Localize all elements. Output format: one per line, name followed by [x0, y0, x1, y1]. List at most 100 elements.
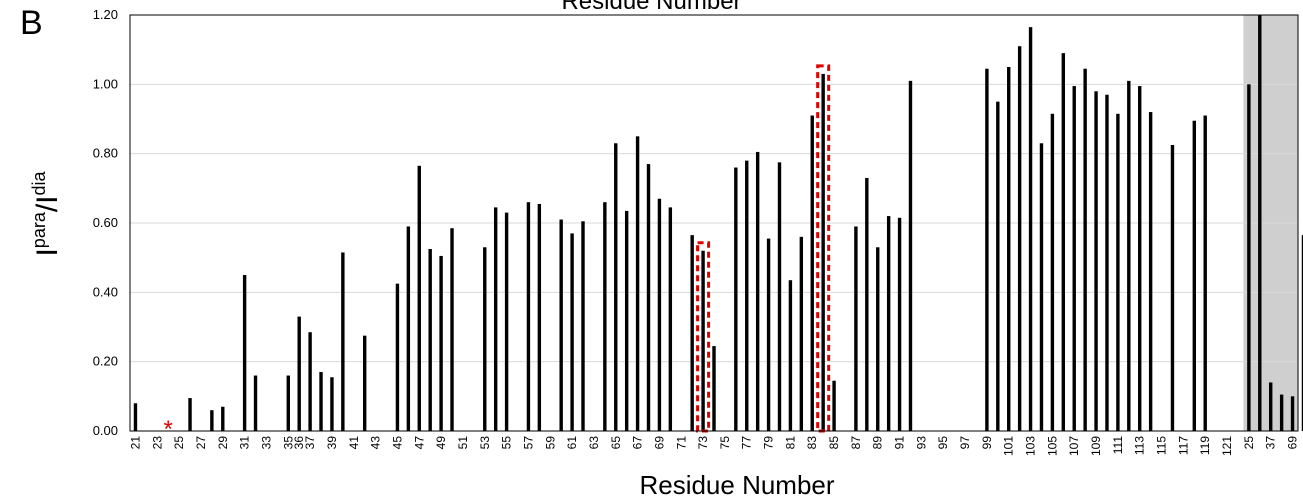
x-tick-label: 33	[259, 436, 273, 450]
x-tick-label: 75	[718, 436, 732, 450]
x-tick-label: 43	[369, 436, 383, 450]
asterisk-annotation: *	[164, 416, 173, 443]
x-tick-label: 73	[696, 436, 710, 450]
x-tick-label: 69	[652, 436, 666, 450]
bar-25	[1247, 84, 1251, 431]
bar-68	[1279, 394, 1284, 431]
y-tick-labels: 0.00 0.20 0.40 0.60 0.80 1.00 1.20	[93, 7, 118, 438]
x-tick-label: 25	[1242, 436, 1256, 450]
x-tick-label: 51	[456, 436, 470, 450]
bar-28	[210, 410, 214, 431]
y-label-sup2: dia	[29, 170, 49, 195]
bar-48	[428, 249, 432, 431]
bar-37	[308, 332, 312, 431]
x-tick-label: 45	[390, 436, 404, 450]
bar-31	[242, 275, 247, 431]
bar-87	[854, 226, 858, 431]
bar-109	[1094, 91, 1098, 432]
bar-106	[1061, 53, 1066, 432]
bar-107	[1072, 86, 1076, 432]
bar-84	[821, 73, 825, 431]
bar-111	[1116, 113, 1120, 432]
y-tick-label: 0.80	[93, 146, 118, 161]
x-tick-label: 41	[347, 436, 361, 450]
bar-66	[624, 210, 629, 431]
bar-35	[286, 375, 290, 431]
x-tick-label: 85	[827, 436, 841, 450]
bar-88	[865, 177, 869, 431]
bar-40	[341, 252, 345, 431]
x-tick-label: 95	[936, 436, 950, 450]
y-tick-label: 1.20	[93, 7, 118, 22]
bar-60	[559, 219, 563, 431]
bar-50	[450, 228, 454, 431]
bar-29	[221, 406, 225, 431]
bar-81	[788, 280, 793, 431]
x-tick-label: 117	[1176, 436, 1190, 455]
x-tick-label: 67	[631, 436, 645, 450]
bar-103	[1028, 27, 1033, 432]
highlight-layer	[696, 64, 831, 433]
x-tick-label: 103	[1024, 436, 1038, 456]
bar-80	[777, 162, 782, 432]
bar-116	[1170, 145, 1175, 431]
y-label-sup1: para	[29, 211, 49, 248]
x-tick-label: 65	[609, 436, 623, 450]
x-tick-label: 111	[1111, 436, 1125, 455]
bar-85	[832, 380, 836, 431]
bar-90	[886, 216, 891, 431]
annotations-layer: *	[164, 416, 173, 443]
bar-76	[734, 167, 738, 432]
x-tick-label: 71	[674, 436, 688, 450]
x-tick-label: 101	[1002, 436, 1016, 456]
x-tick-label: 107	[1067, 436, 1081, 456]
bar-83	[810, 115, 814, 432]
x-tick-label: 57	[521, 436, 535, 450]
bar-118	[1192, 120, 1196, 431]
bar-69	[657, 198, 662, 431]
bar-47	[417, 165, 421, 432]
bar-104	[1039, 143, 1044, 431]
x-tick-label: 119	[1198, 436, 1212, 455]
x-tick-label: 97	[958, 436, 972, 450]
bar-26	[188, 398, 192, 431]
bar-58	[537, 203, 542, 431]
bar-77	[745, 160, 749, 431]
x-tick-label: 39	[325, 436, 339, 450]
bar-65	[614, 143, 618, 431]
x-tick-label: 25	[172, 436, 186, 450]
x-tick-label: 61	[565, 436, 579, 450]
bar-55	[504, 212, 509, 431]
bar-68	[646, 164, 651, 432]
x-tick-label: 79	[762, 436, 776, 450]
x-tick-label: 99	[980, 436, 994, 450]
y-label-sep: /I	[31, 195, 64, 212]
bar-39	[330, 377, 334, 431]
x-tick-label: 89	[871, 436, 885, 450]
x-tick-label: 91	[893, 436, 907, 450]
x-tick-label: 23	[150, 436, 164, 450]
bar-74	[712, 346, 716, 431]
x-tick-label: 87	[849, 436, 863, 450]
bar-67	[635, 136, 640, 432]
y-tick-label: 1.00	[93, 76, 118, 91]
bar-89	[876, 247, 880, 431]
bar-69	[1290, 396, 1295, 431]
bar-53	[483, 247, 487, 431]
bar-105	[1050, 113, 1055, 432]
bar-49	[439, 255, 443, 431]
x-tick-label: 21	[128, 436, 142, 450]
bars-layer	[133, 15, 1303, 432]
bar-64	[603, 202, 607, 431]
bar-36	[297, 316, 301, 431]
x-tick-label: 109	[1089, 436, 1103, 456]
bar-42	[362, 335, 367, 431]
x-tick-label: 37	[1264, 436, 1278, 450]
bar-119	[1203, 115, 1207, 432]
chart-title: Residue Number	[561, 0, 742, 15]
x-tick-label: 35	[281, 436, 295, 450]
x-tick-label: 47	[412, 436, 426, 450]
x-tick-label: 121	[1220, 436, 1234, 456]
bar-101	[1007, 67, 1011, 431]
